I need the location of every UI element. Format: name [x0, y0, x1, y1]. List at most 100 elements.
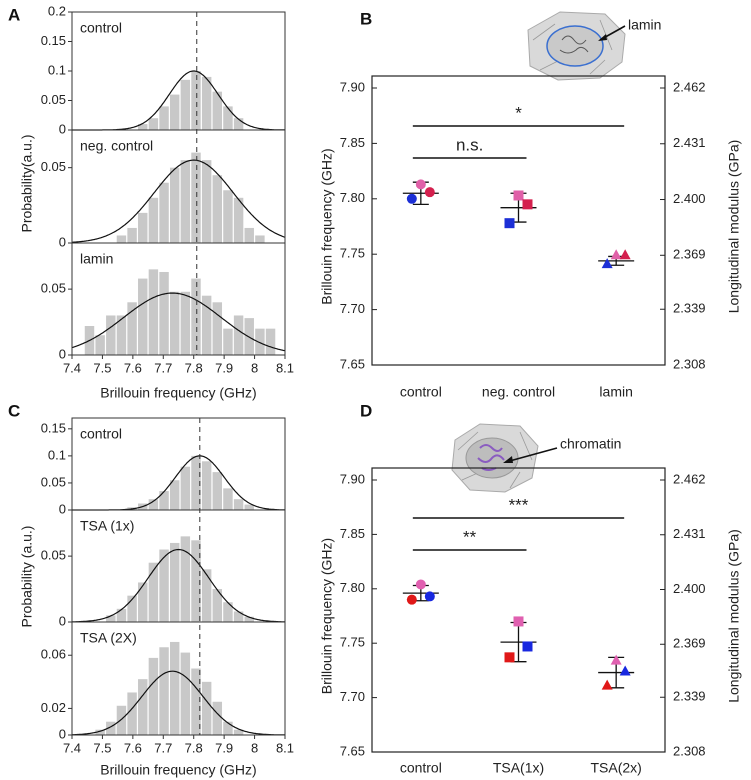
histogram-bar — [212, 91, 223, 130]
subplot-frame — [71, 242, 286, 356]
histogram-bar — [255, 235, 265, 243]
x-tick-label: control — [400, 384, 442, 400]
histogram-bar — [148, 562, 159, 622]
y2-tick-label: 2.400 — [673, 581, 706, 596]
data-point — [619, 249, 631, 260]
histogram-bar — [116, 315, 127, 355]
histogram-bar — [212, 472, 223, 510]
y-tick-label: 0.1 — [48, 447, 66, 462]
y-tick-label: 0.2 — [48, 3, 66, 18]
histogram-bar — [116, 608, 127, 622]
x-tick-label: 7.6 — [124, 360, 142, 375]
x-tick-label: 8.1 — [276, 740, 294, 755]
panel-letter: C — [8, 401, 20, 420]
y-tick-label: 0 — [59, 121, 66, 136]
x-tick-label: 7.9 — [215, 360, 233, 375]
y-tick-label: 0.06 — [41, 647, 66, 662]
histogram-bar — [223, 602, 233, 622]
histogram-bar — [201, 681, 212, 735]
histogram-bar — [148, 657, 159, 735]
histogram-bar — [159, 106, 169, 130]
panel-letter: B — [360, 9, 372, 28]
x-tick-label: 7.5 — [93, 740, 111, 755]
panel-letter: D — [360, 401, 372, 420]
histogram-bar — [106, 615, 116, 622]
data-point — [522, 199, 533, 210]
y2-tick-label: 2.462 — [673, 79, 706, 94]
histogram-bar — [138, 582, 148, 622]
histogram-bar — [138, 278, 148, 355]
histogram-bar — [148, 118, 159, 130]
y2-tick-label: 2.308 — [673, 356, 706, 371]
data-point — [619, 665, 631, 676]
subplot-label: control — [80, 426, 122, 442]
x-tick-label: 8 — [251, 740, 258, 755]
y-tick-label: 0.05 — [41, 159, 66, 174]
histogram-bar — [191, 455, 201, 510]
histogram-bar — [138, 679, 148, 735]
data-point — [601, 679, 613, 690]
histogram-bar — [159, 271, 169, 355]
histogram-bar — [223, 190, 233, 243]
x-tick-label: 7.4 — [63, 360, 81, 375]
y-tick-label: 0.15 — [41, 33, 66, 48]
histogram-bar — [148, 197, 159, 243]
data-point — [406, 594, 417, 605]
fit-curve — [72, 548, 285, 623]
subplot-label: control — [80, 20, 122, 36]
y-axis-label: Brillouin frequency (GHz) — [319, 148, 335, 304]
histogram-bar — [201, 76, 212, 130]
histogram-bar — [127, 692, 137, 735]
x-axis-label: Brillouin frequency (GHz) — [100, 762, 256, 778]
histogram-bar — [138, 212, 148, 243]
histogram-bar — [255, 328, 265, 355]
histogram-bar — [169, 641, 180, 735]
subplot-label: TSA (2X) — [80, 630, 137, 646]
y-tick-label: 7.90 — [340, 471, 365, 486]
histogram-bar — [180, 466, 191, 510]
x-tick-label: 7.8 — [185, 360, 203, 375]
data-point — [415, 579, 426, 590]
plot-frame — [371, 467, 666, 753]
histogram-bar — [159, 549, 169, 622]
data-point — [513, 616, 524, 627]
histogram-bar — [180, 79, 191, 130]
histogram-bar — [191, 540, 201, 622]
y-tick-label: 0 — [59, 726, 66, 741]
x-axis-label: Brillouin frequency (GHz) — [100, 385, 256, 401]
x-tick-label: control — [400, 760, 442, 776]
y-tick-label: 7.65 — [340, 356, 365, 371]
y-axis-label: Brillouin frequency (GHz) — [319, 538, 335, 694]
histogram-bar — [159, 491, 169, 510]
y2-tick-label: 2.431 — [673, 135, 706, 150]
y-tick-label: 0.05 — [41, 548, 66, 563]
histogram-bar — [191, 668, 201, 735]
histogram-bar — [180, 291, 191, 355]
histogram-bar — [191, 71, 201, 130]
histogram-bar — [201, 461, 212, 510]
x-tick-label: TSA(2x) — [590, 760, 641, 776]
y-tick-label: 0.1 — [48, 62, 66, 77]
histogram-bar — [201, 569, 212, 622]
histogram-bar — [169, 167, 180, 243]
histogram-bar — [148, 499, 159, 510]
y-tick-label: 7.85 — [340, 135, 365, 150]
y-tick-label: 7.85 — [340, 526, 365, 541]
x-tick-label: TSA(1x) — [493, 760, 544, 776]
histogram-bar — [106, 315, 116, 355]
y-tick-label: 7.70 — [340, 689, 365, 704]
histogram-bar — [233, 315, 244, 355]
data-point — [424, 187, 435, 198]
x-tick-label: 7.8 — [185, 740, 203, 755]
data-point — [610, 654, 622, 665]
fit-curve — [71, 159, 286, 243]
histogram-bar — [127, 302, 137, 355]
histogram-bar — [127, 595, 137, 622]
x-tick-label: neg. control — [482, 384, 555, 400]
x-tick-label: 7.9 — [215, 740, 233, 755]
y-tick-label: 0.15 — [41, 420, 66, 435]
y2-tick-label: 2.308 — [673, 743, 706, 758]
data-point — [415, 179, 426, 190]
data-point — [610, 249, 622, 260]
